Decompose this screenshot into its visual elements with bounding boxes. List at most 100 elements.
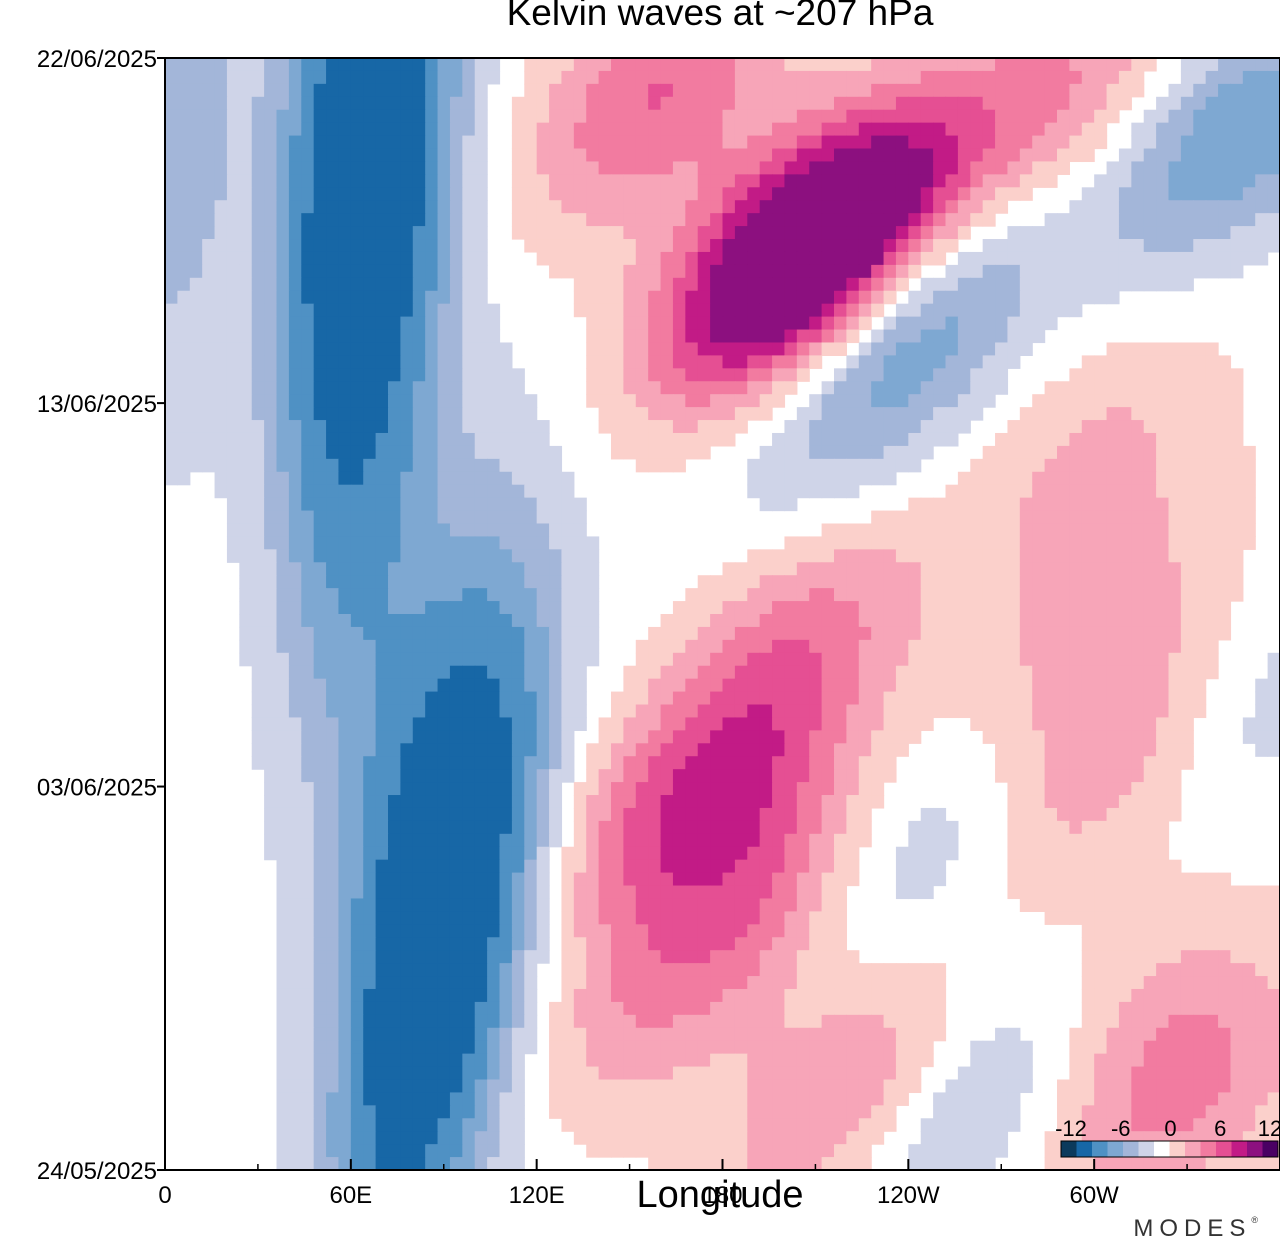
field-cell (710, 782, 724, 796)
field-cell (1193, 251, 1207, 266)
field-cell (772, 122, 786, 137)
field-cell (388, 924, 401, 938)
field-cell (1118, 342, 1132, 356)
field-cell (672, 743, 686, 757)
field-cell (920, 885, 934, 900)
field-cell (1168, 510, 1182, 525)
field-cell (536, 523, 550, 538)
field-cell (288, 239, 302, 253)
field-cell (437, 277, 451, 292)
field-cell (1156, 174, 1170, 188)
field-cell (648, 756, 662, 770)
field-cell (895, 549, 909, 563)
field-cell (834, 575, 847, 589)
field-cell (908, 562, 922, 576)
field-cell (883, 601, 897, 615)
field-cell (276, 200, 290, 214)
field-cell (623, 122, 637, 137)
field-cell (412, 355, 426, 369)
field-cell (970, 96, 984, 111)
field-cell (400, 497, 414, 512)
field-cell (338, 290, 352, 305)
field-cell (1044, 549, 1058, 563)
field-cell (549, 239, 563, 253)
field-cell (722, 575, 736, 589)
field-cell (858, 381, 872, 395)
field-cell (375, 213, 389, 227)
field-cell (772, 303, 786, 318)
field-cell (412, 769, 426, 783)
field-cell (635, 226, 649, 240)
field-cell (759, 833, 773, 848)
field-cell (375, 549, 389, 563)
field-cell (1180, 717, 1194, 731)
field-cell (524, 174, 538, 188)
field-cell (425, 614, 439, 628)
field-cell (264, 355, 278, 369)
field-cell (920, 445, 934, 460)
field-cell (474, 924, 488, 938)
field-cell (611, 290, 624, 305)
field-cell (995, 678, 1009, 693)
field-cell (722, 704, 736, 719)
field-cell (1044, 575, 1058, 589)
field-cell (1032, 445, 1046, 460)
field-cell (1106, 70, 1120, 85)
field-cell (1242, 458, 1256, 473)
field-cell (796, 226, 810, 240)
field-cell (883, 148, 897, 163)
field-cell (598, 807, 612, 822)
field-cell (338, 420, 352, 434)
field-cell (796, 213, 810, 227)
field-cell (338, 200, 352, 214)
field-cell (1019, 730, 1033, 744)
field-cell (1156, 445, 1170, 460)
field-cell (425, 70, 439, 85)
field-cell (1032, 290, 1046, 305)
field-cell (883, 652, 897, 667)
field-cell (1081, 743, 1095, 757)
field-cell (524, 678, 538, 693)
field-cell (784, 756, 798, 770)
field-cell (412, 497, 426, 512)
field-cell (1081, 678, 1095, 693)
field-cell (895, 859, 909, 874)
field-cell (412, 924, 426, 938)
field-cell (982, 355, 996, 369)
field-cell (1069, 820, 1083, 835)
field-cell (338, 226, 352, 240)
field-cell (1131, 549, 1145, 563)
field-cell (425, 730, 439, 744)
field-cell (226, 148, 240, 163)
field-cell (388, 665, 401, 680)
field-cell (449, 226, 463, 240)
field-cell (1180, 497, 1194, 512)
field-cell (1255, 743, 1269, 757)
field-cell (561, 588, 575, 602)
field-cell (1032, 70, 1046, 85)
field-cell (276, 652, 290, 667)
field-cell (301, 200, 315, 214)
field-cell (437, 924, 451, 938)
field-cell (1156, 601, 1170, 615)
field-cell (177, 135, 191, 150)
field-cell (1044, 407, 1058, 421)
field-cell (710, 174, 724, 188)
field-cell (883, 536, 897, 550)
field-cell (1081, 122, 1095, 137)
field-cell (623, 83, 637, 98)
field-cell (598, 368, 612, 382)
field-cell (1081, 911, 1095, 925)
field-cell (1168, 549, 1182, 563)
field-cell (437, 368, 451, 382)
field-cell (338, 303, 352, 318)
field-cell (759, 381, 773, 395)
field-cell (350, 174, 364, 188)
field-cell (970, 122, 984, 137)
field-cell (276, 213, 290, 227)
field-cell (846, 704, 860, 719)
field-cell (1168, 743, 1182, 757)
field-cell (313, 704, 327, 719)
field-cell (511, 213, 525, 227)
field-cell (487, 510, 501, 525)
